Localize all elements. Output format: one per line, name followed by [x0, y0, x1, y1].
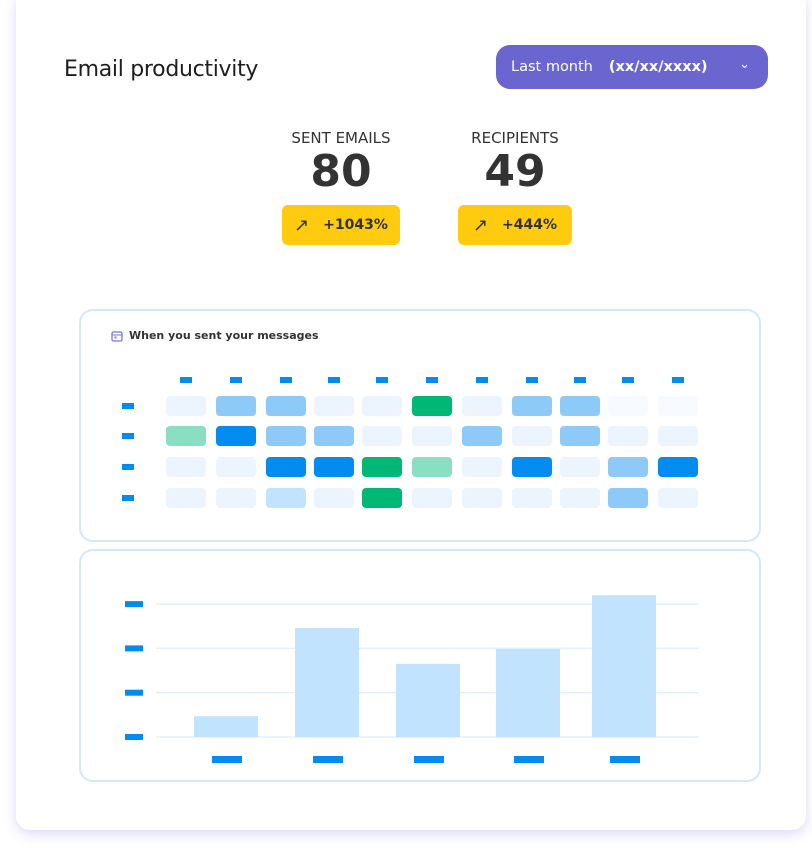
x-tick-label-placeholder: [514, 756, 544, 763]
heatmap-cell: [658, 457, 698, 477]
arrow-up-right-icon: ↗: [472, 214, 489, 236]
change-badge: ↗ +444%: [458, 205, 572, 245]
change-value: +1043%: [323, 217, 388, 233]
bar: [496, 648, 560, 737]
heatmap-cell: [658, 488, 698, 508]
column-label-placeholder: [180, 377, 192, 383]
column-label-placeholder: [328, 377, 340, 383]
row-label-placeholder: [122, 464, 134, 470]
change-badge: ↗ +1043%: [282, 205, 400, 245]
heatmap-cell: [216, 488, 256, 508]
heatmap-cell: [608, 396, 648, 416]
heatmap-cell: [166, 426, 206, 446]
heatmap-cell: [412, 396, 452, 416]
heatmap-cell: [216, 457, 256, 477]
column-label-placeholder: [376, 377, 388, 383]
heatmap-cell: [560, 426, 600, 446]
bar: [295, 628, 359, 737]
x-tick-label-placeholder: [414, 756, 444, 763]
y-tick-label-placeholder: [125, 601, 143, 608]
column-label-placeholder: [230, 377, 242, 383]
stat-label: RECIPIENTS: [471, 129, 559, 147]
stat-value: 49: [484, 146, 546, 197]
column-label-placeholder: [672, 377, 684, 383]
heatmap-cell: [658, 396, 698, 416]
y-tick-label-placeholder: [125, 689, 143, 696]
heatmap-cell: [462, 488, 502, 508]
heatmap-cell: [608, 457, 648, 477]
heatmap-cell: [314, 457, 354, 477]
heatmap-cell: [166, 396, 206, 416]
heatmap-cell: [266, 426, 306, 446]
heatmap-cell: [362, 396, 402, 416]
heatmap-cell: [266, 396, 306, 416]
column-label-placeholder: [526, 377, 538, 383]
chevron-down-icon: ⌄: [739, 57, 750, 72]
row-label-placeholder: [122, 403, 134, 409]
stat-sent-emails: SENT EMAILS 80 ↗ +1043%: [282, 129, 400, 245]
heatmap-cell: [512, 488, 552, 508]
arrow-up-right-icon: ↗: [294, 214, 310, 236]
heatmap-cell: [462, 457, 502, 477]
heatmap-title-text: When you sent your messages: [129, 329, 319, 342]
y-tick-label-placeholder: [125, 645, 143, 652]
heatmap-cell: [412, 488, 452, 508]
page-title: Email productivity: [64, 57, 259, 82]
bar-chart: [125, 595, 699, 763]
row-label-placeholder: [122, 433, 134, 439]
x-tick-label-placeholder: [610, 756, 640, 763]
heatmap-cell: [314, 426, 354, 446]
y-tick-label-placeholder: [125, 734, 143, 740]
row-label-placeholder: [122, 495, 134, 501]
heatmap-cell: [266, 488, 306, 508]
heatmap-cell: [362, 488, 402, 508]
range-value: (xx/xx/xxxx): [608, 59, 708, 75]
heatmap-cell: [560, 488, 600, 508]
bar-chart-panel: [79, 549, 761, 782]
heatmap-cell: [166, 488, 206, 508]
heatmap-cell: [608, 488, 648, 508]
heatmap-cell: [216, 426, 256, 446]
heatmap-cell: [166, 457, 206, 477]
x-tick-label-placeholder: [212, 756, 242, 763]
heatmap-cell: [512, 426, 552, 446]
bar: [396, 663, 460, 737]
column-label-placeholder: [476, 377, 488, 383]
column-label-placeholder: [280, 377, 292, 383]
bar: [194, 716, 258, 737]
heatmap-cell: [314, 488, 354, 508]
heatmap-cell: [658, 426, 698, 446]
heatmap-cell: [462, 396, 502, 416]
bar: [592, 595, 656, 737]
heatmap-cell: [266, 457, 306, 477]
stat-label: SENT EMAILS: [291, 129, 391, 147]
calendar-icon: [111, 330, 123, 342]
date-range-dropdown[interactable]: Last month (xx/xx/xxxx) ⌄: [496, 45, 768, 89]
heatmap-panel: When you sent your messages: [79, 309, 761, 542]
heatmap-cell: [314, 396, 354, 416]
heatmap-cell: [462, 426, 502, 446]
heatmap-cell: [412, 426, 452, 446]
column-label-placeholder: [426, 377, 438, 383]
heatmap-cell: [362, 426, 402, 446]
x-tick-label-placeholder: [313, 756, 343, 763]
heatmap-cell: [412, 457, 452, 477]
column-label-placeholder: [622, 377, 634, 383]
heatmap-title: When you sent your messages: [111, 329, 319, 342]
heatmap-cell: [512, 396, 552, 416]
heatmap-cell: [560, 457, 600, 477]
heatmap-cell: [362, 457, 402, 477]
stat-value: 80: [310, 146, 372, 197]
heatmap-cell: [608, 426, 648, 446]
heatmap-cell: [512, 457, 552, 477]
column-label-placeholder: [574, 377, 586, 383]
range-label: Last month: [511, 59, 593, 75]
heatmap-cell: [216, 396, 256, 416]
stat-recipients: RECIPIENTS 49 ↗ +444%: [458, 129, 572, 245]
heatmap-cell: [560, 396, 600, 416]
change-value: +444%: [502, 217, 558, 233]
